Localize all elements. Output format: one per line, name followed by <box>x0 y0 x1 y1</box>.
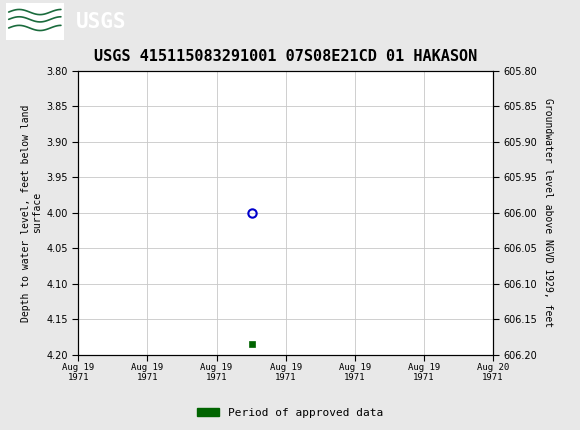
Title: USGS 415115083291001 07S08E21CD 01 HAKASON: USGS 415115083291001 07S08E21CD 01 HAKAS… <box>94 49 477 64</box>
Y-axis label: Groundwater level above NGVD 1929, feet: Groundwater level above NGVD 1929, feet <box>543 98 553 327</box>
FancyBboxPatch shape <box>6 3 64 40</box>
Text: USGS: USGS <box>75 12 126 31</box>
Y-axis label: Depth to water level, feet below land
surface: Depth to water level, feet below land su… <box>21 104 42 322</box>
Legend: Period of approved data: Period of approved data <box>193 403 387 422</box>
